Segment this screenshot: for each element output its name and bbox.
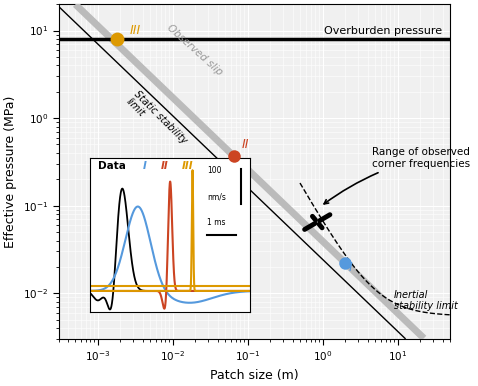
Text: II: II bbox=[242, 138, 250, 151]
Text: Inertial
stability limit: Inertial stability limit bbox=[394, 290, 458, 312]
X-axis label: Patch size (m): Patch size (m) bbox=[210, 369, 299, 382]
Text: Observed slip: Observed slip bbox=[165, 23, 225, 78]
Text: Range of observed
corner frequencies: Range of observed corner frequencies bbox=[324, 147, 470, 204]
Y-axis label: Effective pressure (MPa): Effective pressure (MPa) bbox=[4, 95, 17, 248]
Text: Overburden pressure: Overburden pressure bbox=[324, 26, 442, 36]
Text: I: I bbox=[349, 261, 353, 274]
Text: Static stability
limit: Static stability limit bbox=[124, 89, 189, 153]
Text: III: III bbox=[130, 24, 141, 37]
